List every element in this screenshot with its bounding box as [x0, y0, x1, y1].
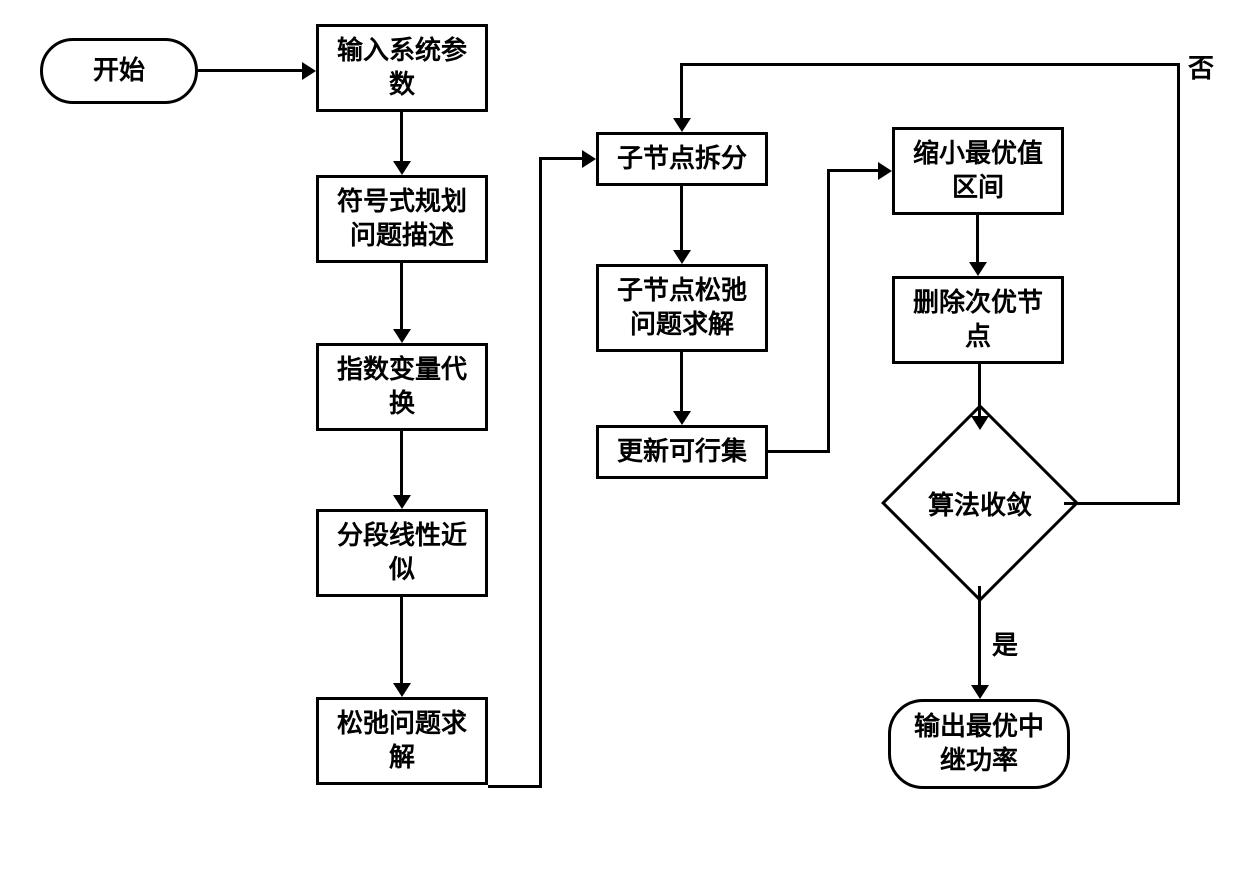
edge-childrelax-update-head [673, 411, 691, 425]
shrink-interval-node: 缩小最优值区间 [892, 127, 1064, 215]
edge-no-h1 [1064, 502, 1180, 505]
edge-relax-split-head [582, 150, 596, 168]
edge-update-shrink-head [878, 162, 892, 180]
edge-start-input [198, 69, 302, 72]
edge-converge-output-head [971, 685, 989, 699]
edge-split-childrelax [680, 186, 683, 250]
child-split-node: 子节点拆分 [596, 132, 768, 186]
edge-shrink-delete-head [969, 262, 987, 276]
edge-exp-piecewise-head [393, 495, 411, 509]
update-feasible-node: 更新可行集 [596, 425, 768, 479]
piecewise-linear-node: 分段线性近似 [316, 509, 488, 597]
edge-relax-split-h1 [488, 785, 542, 788]
edge-shrink-delete [976, 215, 979, 262]
edge-no-h2 [680, 63, 1180, 66]
edge-delete-converge-head [971, 416, 989, 430]
edge-converge-output [978, 586, 981, 685]
edge-no-v [1177, 63, 1180, 505]
edge-update-shrink-v [827, 169, 830, 453]
input-params-node: 输入系统参数 [316, 24, 488, 112]
edge-childrelax-update [680, 352, 683, 411]
edge-relax-split-v [539, 157, 542, 788]
edge-no-head [673, 118, 691, 132]
exp-var-sub-label: 指数变量代换 [337, 353, 467, 421]
relax-solve-node: 松弛问题求解 [316, 697, 488, 785]
delete-subopt-node: 删除次优节点 [892, 276, 1064, 364]
edge-yes-label: 是 [992, 625, 1018, 662]
edge-delete-converge [978, 364, 981, 416]
edge-piecewise-relax [400, 597, 403, 683]
edge-symbolic-exp [400, 263, 403, 329]
start-label: 开始 [93, 54, 145, 88]
edge-input-symbolic-head [393, 161, 411, 175]
edge-input-symbolic [400, 112, 403, 161]
symbolic-planning-label: 符号式规划问题描述 [337, 185, 467, 253]
edge-relax-split-h2 [539, 157, 582, 160]
child-split-label: 子节点拆分 [617, 142, 747, 176]
edge-exp-piecewise [400, 431, 403, 495]
relax-solve-label: 松弛问题求解 [337, 707, 467, 775]
edge-symbolic-exp-head [393, 329, 411, 343]
exp-var-sub-node: 指数变量代换 [316, 343, 488, 431]
edge-update-shrink-h2 [827, 169, 878, 172]
edge-start-input-head [302, 62, 316, 80]
edge-piecewise-relax-head [393, 683, 411, 697]
shrink-interval-label: 缩小最优值区间 [913, 137, 1043, 205]
converge-decision: 算法收敛 [910, 433, 1050, 573]
converge-label: 算法收敛 [928, 485, 1032, 522]
child-relax-label: 子节点松弛问题求解 [617, 274, 747, 342]
start-node: 开始 [40, 38, 198, 104]
edge-no-v2 [680, 63, 683, 118]
child-relax-node: 子节点松弛问题求解 [596, 264, 768, 352]
output-node: 输出最优中继功率 [888, 699, 1070, 789]
edge-no-label: 否 [1188, 48, 1214, 85]
input-params-label: 输入系统参数 [337, 34, 467, 102]
update-feasible-label: 更新可行集 [617, 435, 747, 469]
output-label: 输出最优中继功率 [914, 710, 1044, 778]
delete-subopt-label: 删除次优节点 [913, 286, 1043, 354]
edge-update-shrink-h1 [768, 450, 830, 453]
piecewise-linear-label: 分段线性近似 [337, 519, 467, 587]
edge-split-childrelax-head [673, 250, 691, 264]
symbolic-planning-node: 符号式规划问题描述 [316, 175, 488, 263]
